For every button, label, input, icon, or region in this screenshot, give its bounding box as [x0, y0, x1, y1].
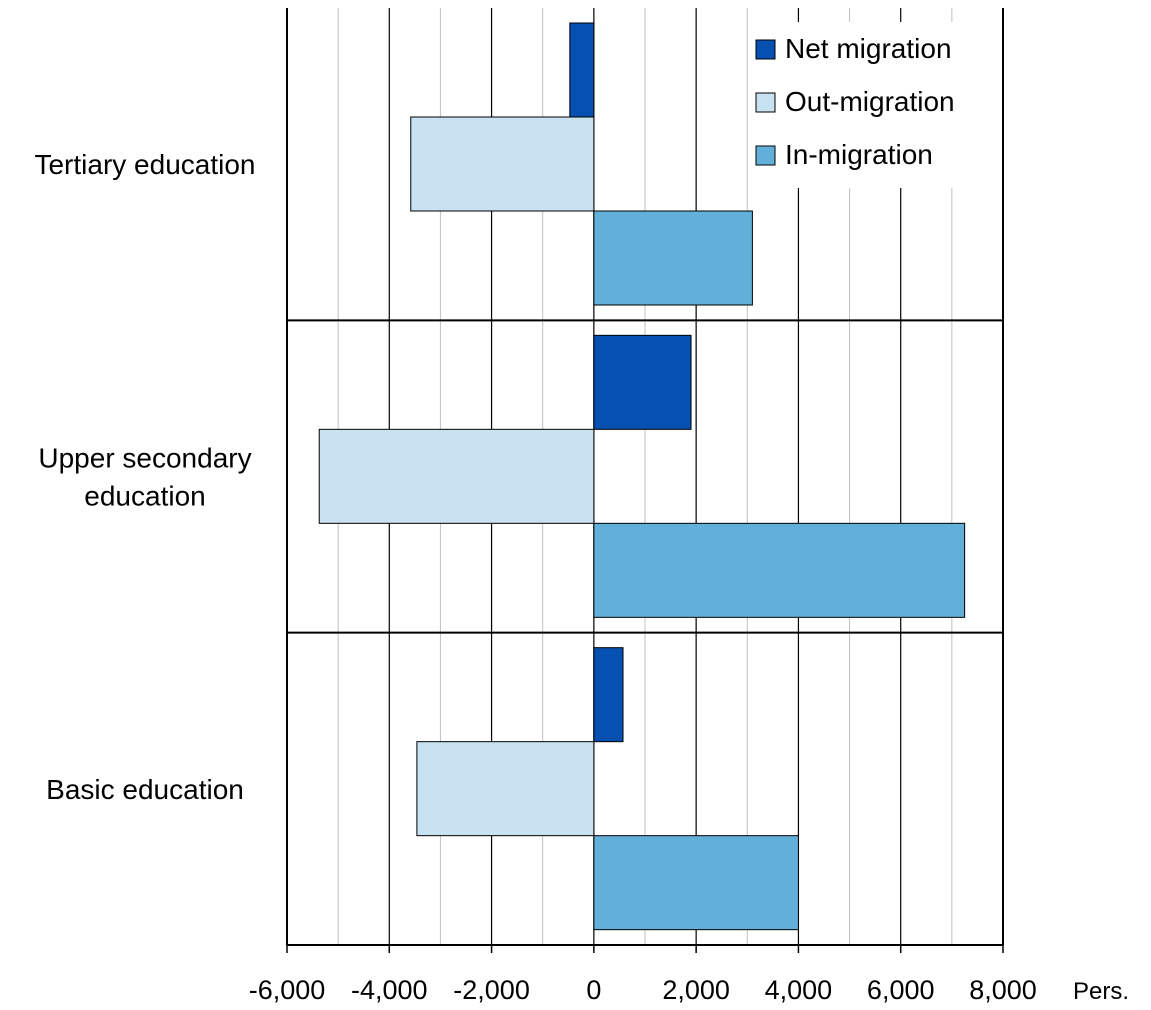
bar-in-migration-3: [593, 835, 799, 931]
x-tick-label: 8,000: [969, 975, 1037, 1005]
legend: Net migration Out-migration In-migration: [748, 22, 984, 188]
bar-net-migration-1: [569, 22, 595, 118]
bar-in-migration-1: [593, 210, 753, 306]
legend-label: In-migration: [785, 139, 933, 170]
x-tick-label: 4,000: [765, 975, 833, 1005]
category-label-line: Tertiary education: [34, 149, 255, 180]
category-label-line: education: [84, 481, 205, 512]
x-tick-label: -6,000: [249, 975, 326, 1005]
legend-swatch: [755, 92, 776, 113]
x-tick-label: 6,000: [867, 975, 935, 1005]
legend-swatch: [755, 145, 776, 166]
x-unit-label: Pers.: [1073, 978, 1129, 1005]
category-label: Basic education: [46, 774, 244, 805]
x-tick-label: -4,000: [351, 975, 428, 1005]
category-label: Upper secondary education: [38, 443, 251, 512]
category-label: Tertiary education: [34, 149, 255, 180]
plot-frame: [286, 8, 1004, 946]
legend-swatch: [755, 39, 776, 60]
x-tick-label: -2,000: [453, 975, 530, 1005]
bar-in-migration-2: [593, 522, 966, 618]
y-axis-labels: Tertiary education Upper secondary educati…: [34, 149, 255, 805]
bar-out-migration-3: [416, 741, 595, 837]
x-axis: -6,000 -4,000 -2,000 0 2,000 4,000 6,000 8,000 P…: [249, 945, 1129, 1005]
legend-label: Out-migration: [785, 86, 955, 117]
category-label-line: Upper secondary: [38, 443, 251, 474]
bar-net-migration-2: [593, 334, 692, 430]
x-tick-label: 0: [586, 975, 601, 1005]
bar-net-migration-3: [593, 647, 624, 743]
bar-out-migration-2: [318, 428, 595, 524]
bar-out-migration-1: [410, 116, 595, 212]
legend-label: Net migration: [785, 33, 952, 64]
category-label-line: Basic education: [46, 774, 244, 805]
legend-background: [748, 22, 984, 188]
x-tick-label: 2,000: [662, 975, 730, 1005]
bars: [318, 22, 966, 931]
